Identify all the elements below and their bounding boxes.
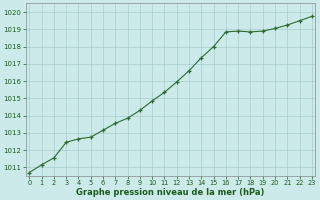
X-axis label: Graphe pression niveau de la mer (hPa): Graphe pression niveau de la mer (hPa) xyxy=(76,188,265,197)
